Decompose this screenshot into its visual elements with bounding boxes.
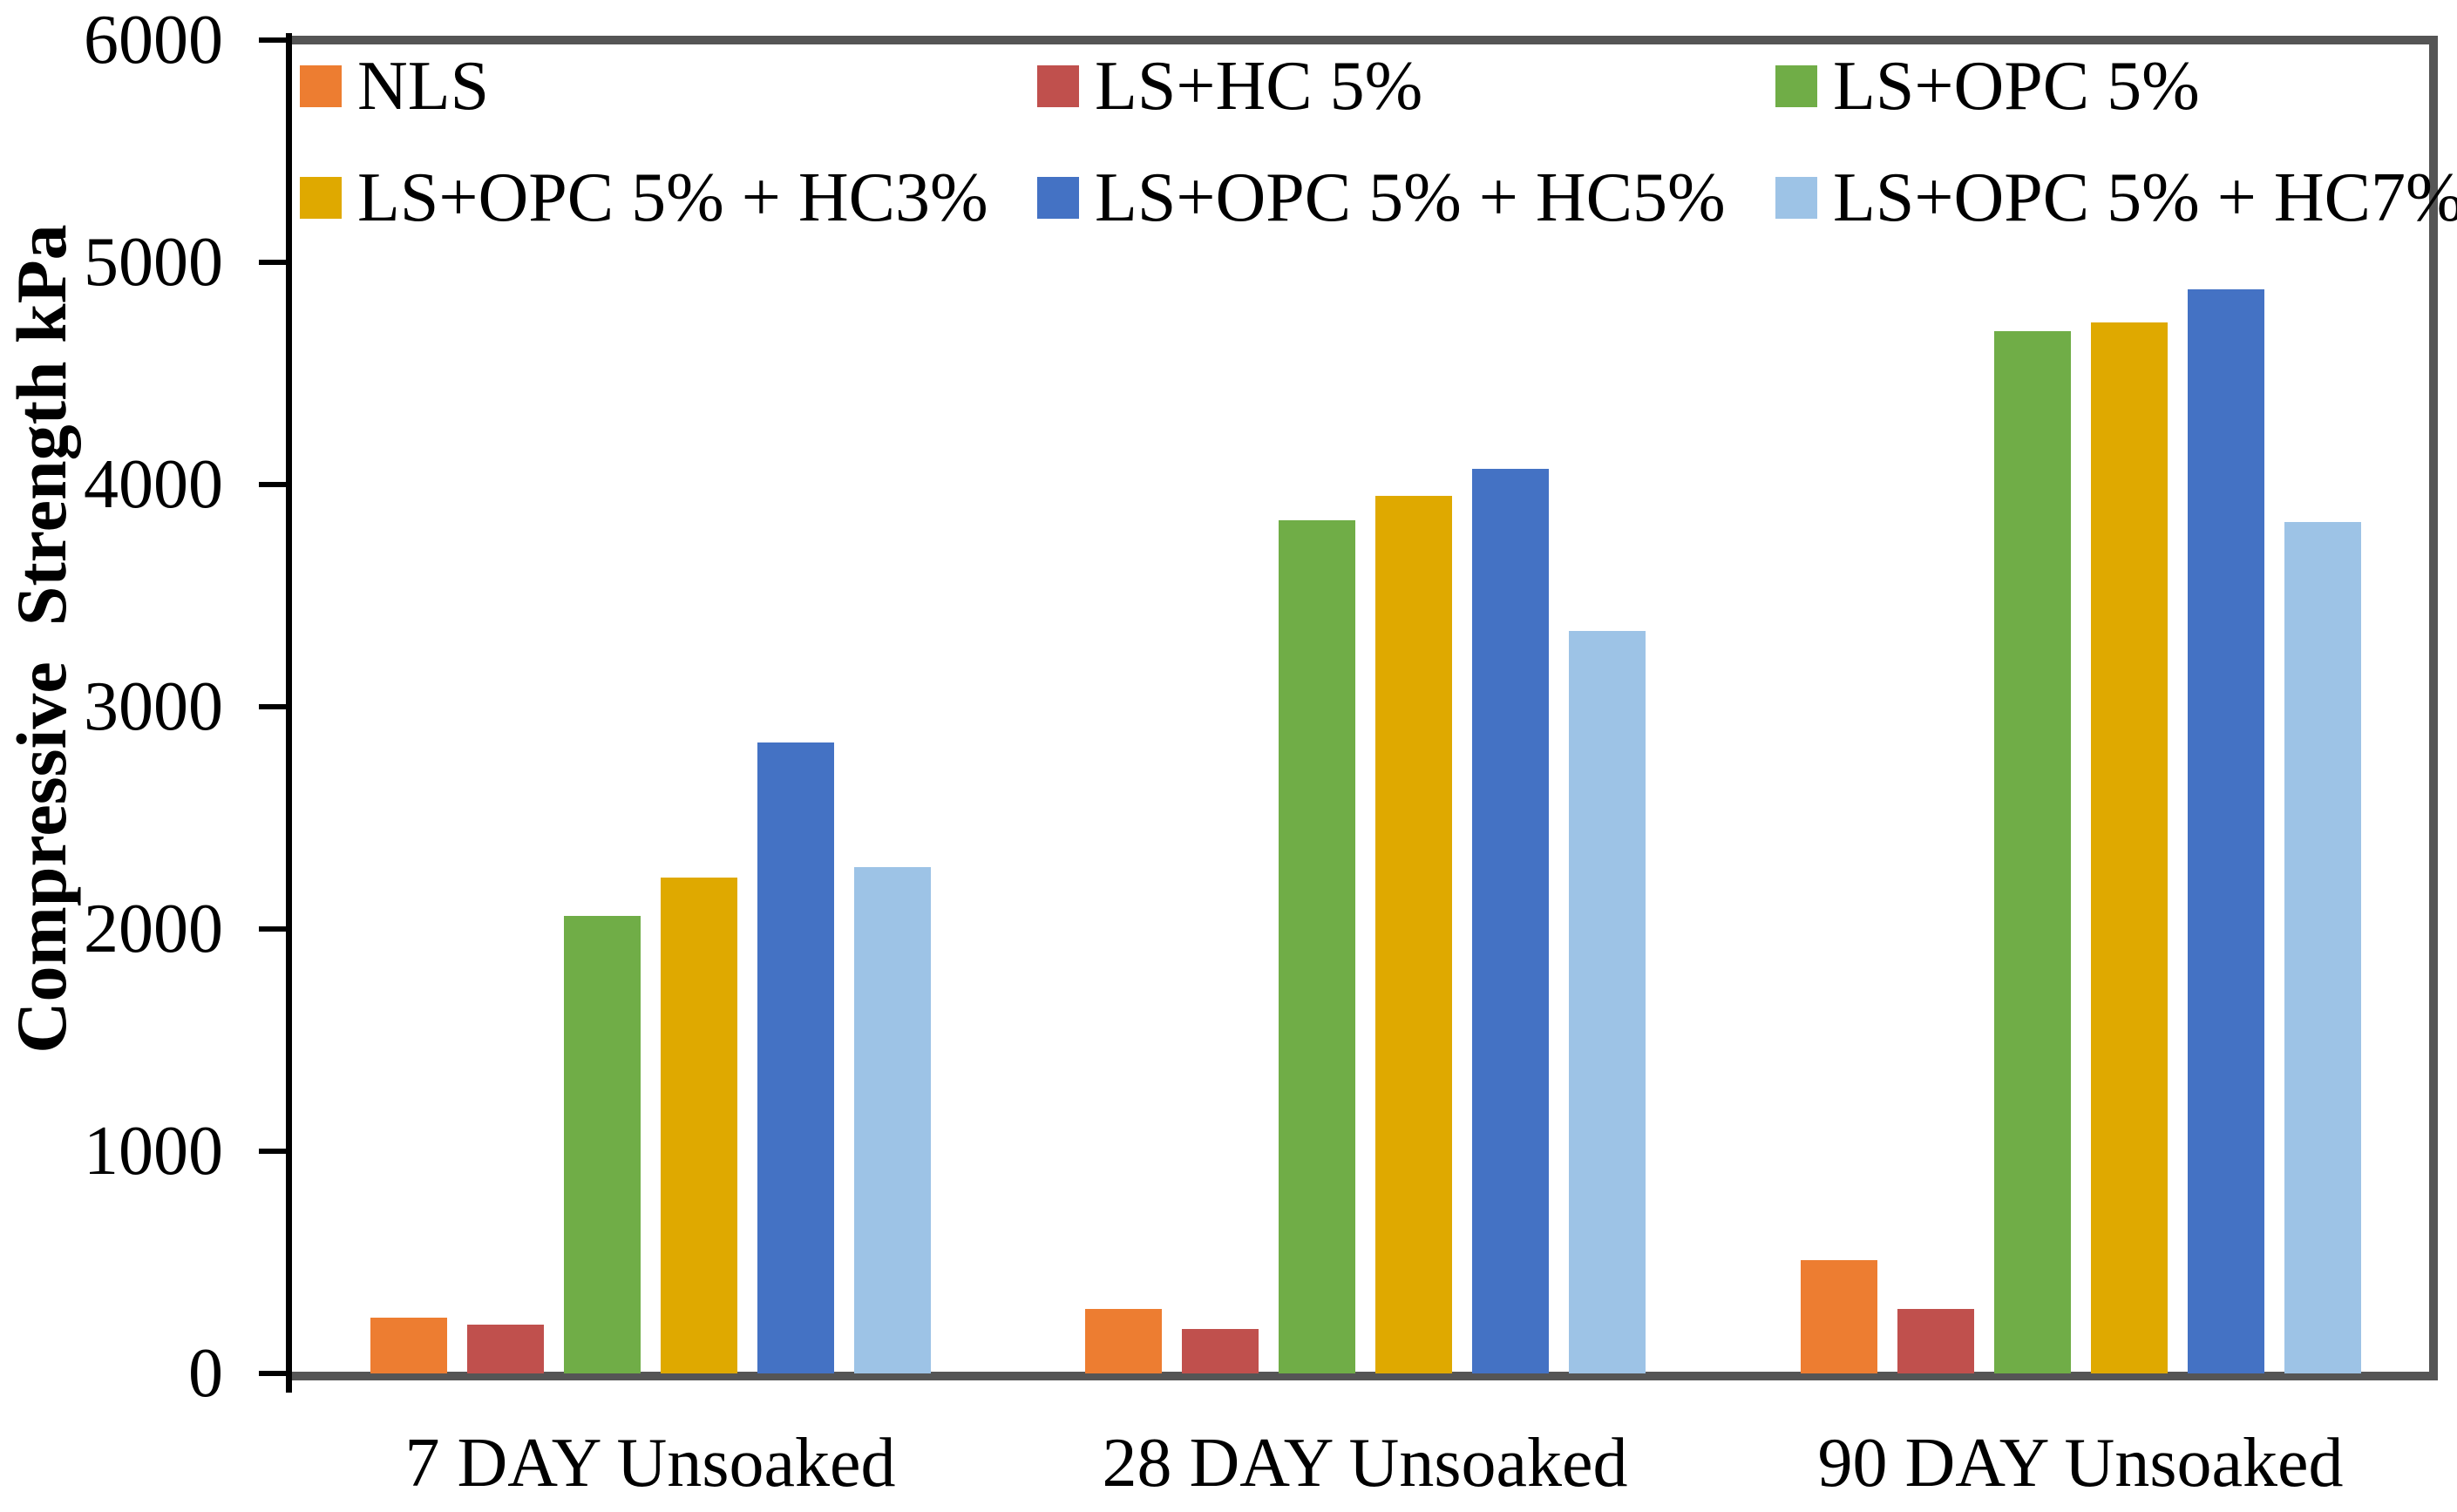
legend-item: LS+OPC 5% + HC3% [300,159,988,237]
y-tick-mark [259,704,287,709]
plot-border-top [292,36,2438,44]
y-tick-label: 5000 [84,224,223,301]
legend-label: LS+OPC 5% + HC7% [1833,159,2457,236]
bar-ls-hc-5- [1182,1329,1259,1373]
legend-swatch [1037,65,1079,107]
bar-ls-hc-5- [467,1325,544,1373]
bar-ls-opc-5-hc5- [2188,289,2264,1373]
y-tick-label: 0 [188,1335,223,1412]
x-axis-label: 90 DAY Unsoaked [1817,1425,2344,1502]
bar-nls [370,1318,447,1373]
bar-ls-opc-5-hc5- [1472,469,1549,1373]
x-axis-line [292,1372,2438,1380]
bar-ls-opc-5-hc3- [661,878,737,1373]
bar-ls-opc-5-hc7- [1569,631,1646,1373]
bar-ls-opc-5-hc7- [2284,522,2361,1373]
legend-label: NLS [357,48,490,125]
y-tick-mark [259,260,287,265]
y-tick-label: 4000 [84,446,223,523]
bar-ls-opc-5-hc3- [2091,322,2168,1373]
bar-ls-opc-5-hc7- [854,867,931,1373]
y-tick-label: 3000 [84,668,223,745]
legend-swatch [300,177,342,219]
bar-ls-opc-5-hc3- [1375,496,1452,1373]
y-tick-mark [259,1371,287,1376]
y-tick-mark [259,926,287,932]
legend-item: LS+OPC 5% + HC7% [1775,159,2457,237]
legend-swatch [1775,177,1817,219]
legend-label: LS+OPC 5% + HC3% [357,159,988,236]
bar-ls-opc-5- [564,916,641,1373]
legend-swatch [300,65,342,107]
x-axis-label: 7 DAY Unsoaked [404,1425,896,1502]
y-tick-mark [259,1149,287,1154]
y-tick-label: 1000 [84,1113,223,1190]
legend-swatch [1775,65,1817,107]
x-axis-label: 28 DAY Unsoaked [1102,1425,1628,1502]
bar-nls [1801,1260,1877,1373]
y-tick-label: 2000 [84,891,223,967]
bar-ls-opc-5- [1279,520,1355,1373]
legend-item: LS+OPC 5% [1775,47,2200,125]
bar-ls-hc-5- [1897,1309,1974,1373]
legend-item: LS+OPC 5% + HC5% [1037,159,1726,237]
bar-nls [1085,1309,1162,1373]
y-axis-line [286,33,292,1393]
y-tick-mark [259,37,287,43]
legend-item: NLS [300,47,489,125]
legend-label: LS+OPC 5% + HC5% [1095,159,1726,236]
y-tick-label: 6000 [84,2,223,78]
legend-item: LS+HC 5% [1037,47,1422,125]
bar-ls-opc-5- [1994,331,2071,1373]
bar-ls-opc-5-hc5- [757,742,834,1373]
y-tick-mark [259,482,287,487]
legend-label: LS+HC 5% [1095,48,1423,125]
plot-border-right [2429,36,2438,1380]
legend-swatch [1037,177,1079,219]
legend-label: LS+OPC 5% [1833,48,2200,125]
